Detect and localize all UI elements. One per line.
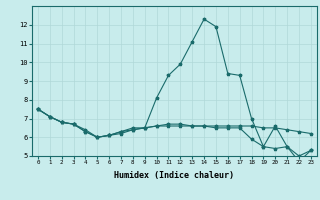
X-axis label: Humidex (Indice chaleur): Humidex (Indice chaleur) [115, 171, 234, 180]
